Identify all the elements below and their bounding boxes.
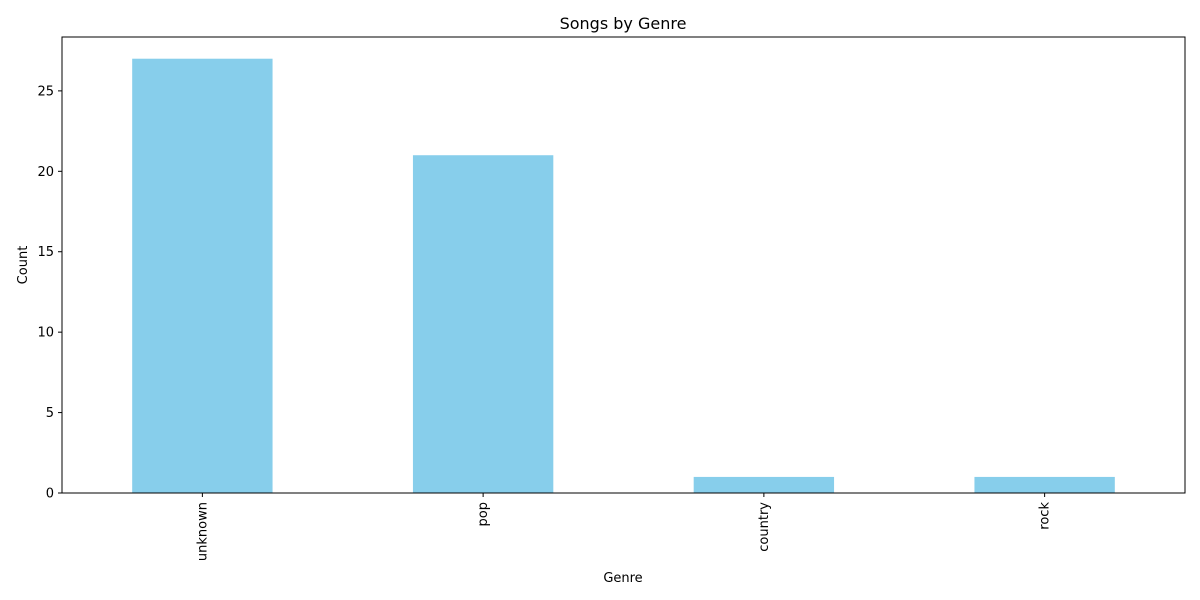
y-axis-label: Count (16, 246, 31, 285)
x-tick-label-unknown: unknown (195, 502, 210, 561)
y-axis-ticks: 0 5 10 15 20 25 (37, 84, 62, 502)
bar-rock (974, 476, 1115, 493)
chart-title: Songs by Genre (560, 14, 687, 33)
plot-frame (61, 36, 1186, 494)
x-axis-label: Genre (603, 571, 642, 586)
bar-country (693, 476, 835, 493)
x-axis-ticks: unknown pop country rock (195, 493, 1053, 561)
y-tick-label-20: 20 (37, 165, 54, 180)
x-tick-label-pop: pop (476, 502, 491, 526)
bars-group (132, 58, 1115, 493)
y-tick-label-25: 25 (37, 84, 54, 99)
y-tick-label-5: 5 (46, 406, 54, 421)
bar-pop (412, 155, 554, 493)
y-tick-label-15: 15 (37, 245, 54, 260)
x-tick-label-country: country (757, 502, 772, 552)
y-tick-label-10: 10 (37, 326, 54, 341)
y-tick-label-0: 0 (46, 487, 54, 502)
x-tick-label-rock: rock (1038, 502, 1053, 530)
bar-unknown (132, 58, 273, 493)
